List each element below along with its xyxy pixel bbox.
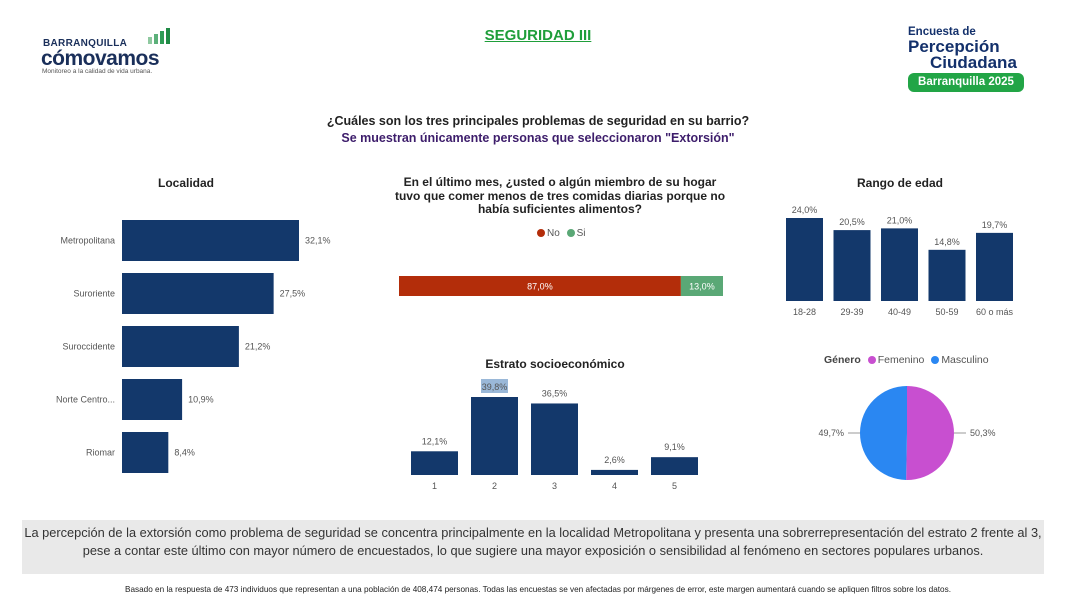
no-legend-label: No bbox=[547, 228, 560, 239]
brand-line-2: Percepción bbox=[908, 37, 1000, 56]
edad-chart-title: Rango de edad bbox=[856, 176, 943, 190]
femenino-legend-label: Femenino bbox=[877, 354, 925, 366]
summary-box bbox=[22, 520, 1044, 574]
masculino-value-label: 49,7% bbox=[818, 428, 844, 438]
estrato-category-label: 2 bbox=[492, 481, 497, 491]
methodology-note: Basado en la respuesta de 473 individuos… bbox=[125, 585, 951, 594]
femenino-value-label: 50,3% bbox=[970, 428, 996, 438]
localidad-category-label: Norte Centro... bbox=[56, 395, 115, 405]
edad-bar bbox=[833, 230, 871, 301]
brand-line-1: Encuesta de bbox=[908, 26, 976, 38]
genero-slice-masculino bbox=[859, 386, 907, 480]
masculino-legend-label: Masculino bbox=[941, 354, 989, 366]
hambre-chart-title: En el último mes, ¿usted o algún miembro… bbox=[380, 175, 740, 217]
edad-value-label: 20,5% bbox=[839, 217, 865, 227]
hambre-legend: No Si bbox=[537, 228, 585, 239]
masculino-legend-dot bbox=[931, 356, 940, 364]
edad-bar-chart: 24,0% 18-28 20,5% 29-39 21,0% 40-49 14,8% 50-59… bbox=[786, 205, 1014, 317]
genero-legend-title: Género bbox=[824, 354, 861, 366]
survey-question: ¿Cuáles son los tres principales problem… bbox=[326, 114, 750, 128]
edad-bar bbox=[976, 232, 1013, 301]
page-title: SEGURIDAD III bbox=[484, 27, 592, 44]
edad-category-label: 50-59 bbox=[935, 307, 958, 317]
brand-badge: Barranquilla 2025 bbox=[908, 73, 1024, 92]
estrato-bar bbox=[591, 469, 638, 475]
no-legend-dot bbox=[537, 229, 545, 237]
estrato-category-label: 3 bbox=[552, 481, 557, 491]
estrato-value-label: 2,6% bbox=[604, 455, 625, 465]
logo-top-text: BARRANQUILLA bbox=[43, 38, 128, 49]
edad-bar bbox=[881, 228, 918, 301]
edad-category-label: 40-49 bbox=[888, 307, 911, 317]
localidad-category-label: Metropolitana bbox=[60, 236, 115, 246]
edad-bar bbox=[928, 249, 966, 301]
brand-line-3: Ciudadana bbox=[930, 53, 1017, 72]
localidad-value-label: 27,5% bbox=[280, 289, 306, 299]
estrato-value-label: 12,1% bbox=[422, 436, 448, 446]
edad-value-label: 19,7% bbox=[982, 220, 1008, 230]
estrato-bar bbox=[411, 451, 458, 475]
estrato-value-label: 36,5% bbox=[542, 388, 568, 398]
localidad-chart-title: Localidad bbox=[157, 176, 214, 190]
localidad-category-label: Suroriente bbox=[73, 289, 115, 299]
bar-chart-logo-icon bbox=[148, 28, 170, 44]
hambre-title-line-2: tuvo que comer menos de tres comidas dia… bbox=[394, 188, 726, 203]
genero-pie-chart: 50,3% 49,7% bbox=[818, 386, 996, 480]
logo-subtitle: Monitoreo a la calidad de vida urbana. bbox=[42, 68, 153, 75]
estrato-bar bbox=[651, 457, 698, 475]
survey-filter-note: Se muestran únicamente personas que sele… bbox=[341, 131, 735, 145]
edad-value-label: 21,0% bbox=[887, 215, 913, 225]
localidad-bar bbox=[122, 220, 299, 261]
edad-category-label: 18-28 bbox=[793, 307, 816, 317]
logo-main-text: cómovamos bbox=[41, 47, 160, 70]
summary-text: La percepción de la extorsión como probl… bbox=[24, 525, 1042, 558]
si-legend-dot bbox=[566, 229, 575, 237]
localidad-value-label: 10,9% bbox=[188, 395, 214, 405]
femenino-legend-dot bbox=[867, 356, 876, 364]
hambre-segment-si bbox=[680, 276, 723, 296]
estrato-value-label: 9,1% bbox=[664, 442, 685, 452]
edad-category-label: 60 o más bbox=[976, 307, 1014, 317]
localidad-bar bbox=[122, 326, 239, 367]
edad-value-label: 24,0% bbox=[792, 205, 818, 215]
hambre-value-label: 13,0% bbox=[689, 282, 715, 292]
hambre-title-line-3: había suficientes alimentos? bbox=[477, 202, 643, 216]
edad-bar bbox=[786, 218, 823, 301]
hambre-title-line-1: En el último mes, ¿usted o algún miembro… bbox=[403, 175, 717, 189]
localidad-bar-chart: Metropolitana 32,1% Suroriente 27,5% Surocci… bbox=[56, 220, 331, 473]
estrato-bar-chart: 12,1% 1 39,8% 2 36,5% 3 2,6% 4 9,1% 5 bbox=[411, 379, 698, 491]
si-legend-label: Si bbox=[576, 228, 586, 239]
estrato-bar bbox=[471, 397, 518, 475]
localidad-value-label: 21,2% bbox=[245, 342, 271, 352]
localidad-bar bbox=[122, 432, 169, 473]
hambre-segment-no bbox=[399, 276, 681, 296]
estrato-label-highlight bbox=[481, 379, 508, 393]
localidad-category-label: Riomar bbox=[86, 448, 115, 458]
hambre-value-label: 87,0% bbox=[527, 282, 553, 292]
estrato-category-label: 5 bbox=[672, 481, 677, 491]
localidad-value-label: 32,1% bbox=[305, 236, 331, 246]
localidad-bar bbox=[122, 273, 274, 314]
localidad-category-label: Suroccidente bbox=[62, 342, 115, 352]
estrato-chart-title: Estrato socioeconómico bbox=[485, 357, 625, 371]
hambre-stacked-bar: 87,0% 13,0% bbox=[399, 276, 723, 296]
genero-slice-femenino bbox=[906, 386, 954, 480]
estrato-category-label: 1 bbox=[432, 481, 437, 491]
estrato-value-label: 39,8% bbox=[482, 382, 508, 392]
localidad-value-label: 8,4% bbox=[174, 448, 195, 458]
estrato-category-label: 4 bbox=[612, 481, 617, 491]
edad-category-label: 29-39 bbox=[840, 307, 863, 317]
edad-value-label: 14,8% bbox=[934, 237, 960, 247]
localidad-bar bbox=[122, 379, 183, 420]
genero-legend: Género Femenino Masculino bbox=[824, 354, 989, 366]
estrato-bar bbox=[531, 403, 578, 475]
